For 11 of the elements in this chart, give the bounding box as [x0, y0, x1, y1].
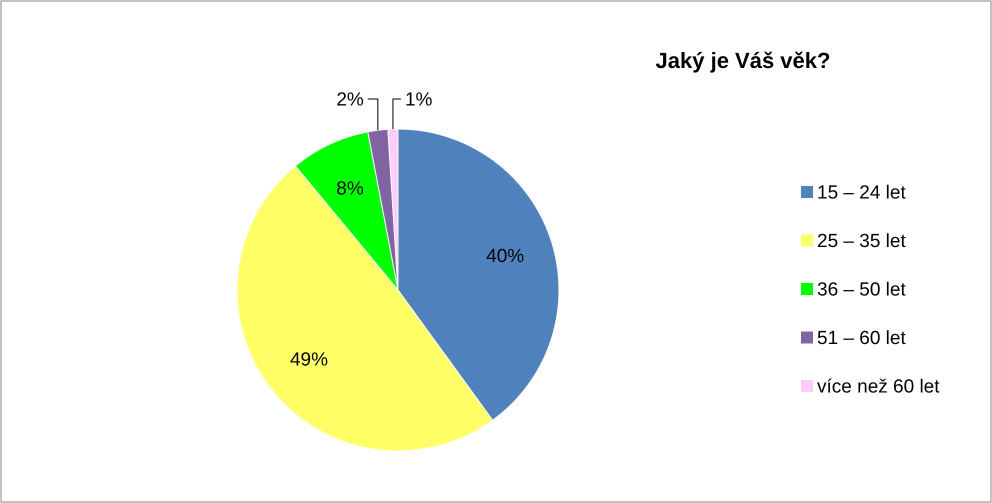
data-label: 40%: [486, 246, 524, 267]
legend-label: 51 – 60 let: [817, 328, 906, 350]
data-label: 49%: [290, 350, 328, 371]
legend-label: více než 60 let: [817, 376, 940, 398]
legend-label: 15 – 24 let: [817, 182, 906, 204]
data-label: 8%: [336, 178, 364, 200]
legend-label: 25 – 35 let: [817, 231, 906, 252]
data-label: 2%: [336, 90, 364, 111]
legend-label: 36 – 50 let: [817, 280, 906, 301]
data-label: 1%: [404, 90, 433, 111]
chart-title: Jaký je Váš věk?: [656, 48, 830, 73]
